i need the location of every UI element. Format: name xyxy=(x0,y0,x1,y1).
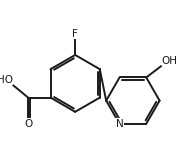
Text: O: O xyxy=(24,119,32,129)
Text: OH: OH xyxy=(161,56,177,66)
Text: HO: HO xyxy=(0,75,13,85)
Text: F: F xyxy=(72,30,78,39)
Text: N: N xyxy=(116,119,123,129)
